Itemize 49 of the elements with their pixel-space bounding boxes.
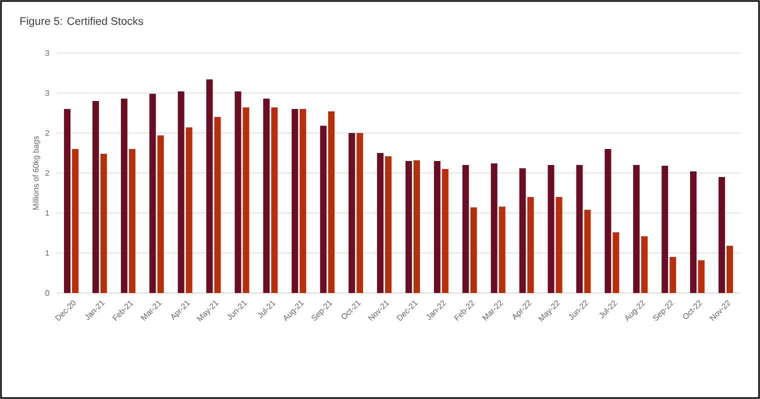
bar bbox=[434, 161, 440, 293]
bar bbox=[214, 117, 221, 293]
bar bbox=[612, 232, 620, 293]
bar bbox=[462, 165, 469, 293]
bar bbox=[604, 149, 612, 293]
bar bbox=[548, 165, 554, 293]
bar bbox=[670, 257, 676, 293]
bar bbox=[263, 98, 270, 293]
bar bbox=[641, 236, 648, 293]
bar bbox=[64, 109, 70, 293]
bar bbox=[413, 160, 420, 293]
bar bbox=[442, 169, 448, 293]
bar bbox=[498, 206, 506, 293]
bar bbox=[690, 171, 697, 293]
bar bbox=[470, 207, 477, 293]
bar bbox=[186, 127, 192, 293]
bar bbox=[726, 246, 734, 293]
bar bbox=[300, 109, 306, 293]
bar bbox=[405, 161, 412, 293]
bar bbox=[72, 149, 78, 293]
bar bbox=[718, 177, 726, 293]
bar bbox=[633, 165, 640, 293]
bar bbox=[519, 168, 526, 293]
bar bbox=[377, 153, 384, 293]
bar bbox=[490, 163, 498, 293]
bar bbox=[178, 91, 184, 293]
bar bbox=[128, 149, 136, 293]
bar bbox=[348, 133, 356, 293]
bar bbox=[271, 107, 278, 293]
bar bbox=[328, 111, 335, 293]
bar bbox=[385, 156, 392, 293]
bar bbox=[556, 197, 562, 293]
bar bbox=[527, 197, 534, 293]
chart-title: Figure 5: Certified Stocks bbox=[20, 16, 144, 28]
bar bbox=[320, 126, 327, 293]
bar bbox=[149, 94, 156, 293]
bar bbox=[206, 79, 213, 293]
bar bbox=[292, 109, 298, 293]
bar bbox=[100, 154, 107, 293]
bar bbox=[662, 166, 668, 293]
bar bbox=[234, 91, 242, 293]
bar bbox=[242, 107, 250, 293]
bar bbox=[698, 260, 705, 293]
bar bbox=[576, 165, 583, 293]
bar bbox=[157, 135, 164, 293]
bar bbox=[120, 98, 128, 293]
bar bbox=[92, 100, 99, 293]
bar bbox=[584, 210, 591, 293]
bar bbox=[356, 133, 364, 293]
